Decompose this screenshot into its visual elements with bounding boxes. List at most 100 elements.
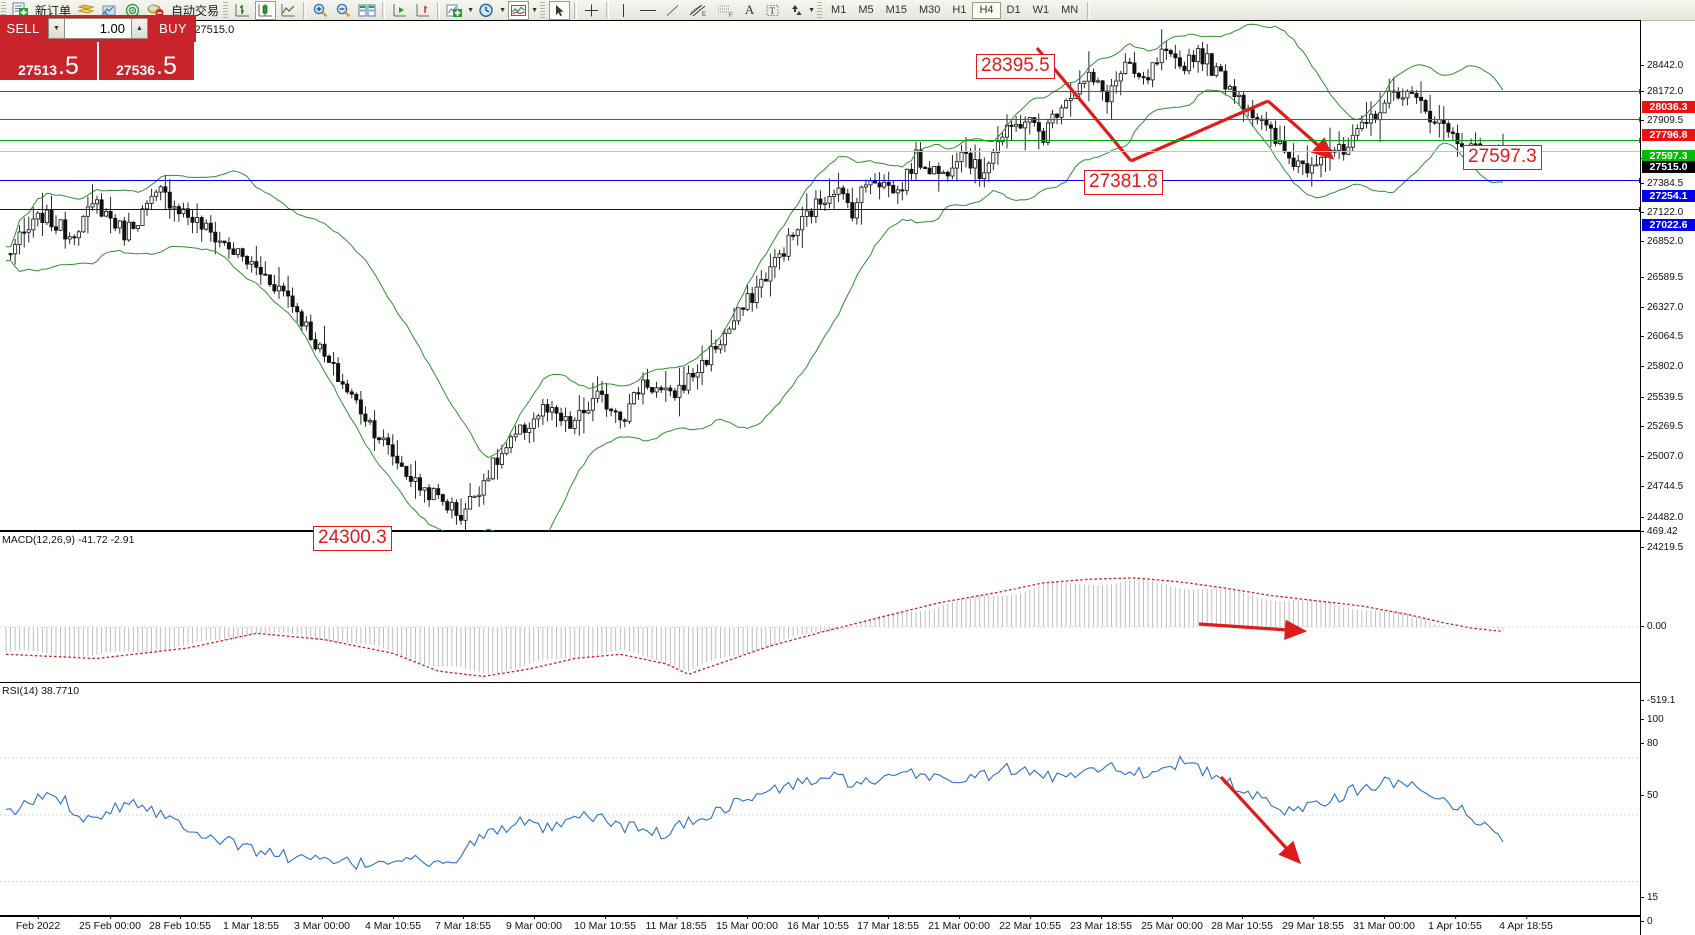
time-grid-mark (1065, 915, 1066, 917)
chart-area[interactable]: JPN225-,H4 27552.5 27562.5 27427.5 27515… (0, 20, 1695, 935)
period-clock-icon[interactable] (476, 1, 497, 20)
time-tick: 29 Mar 18:55 (1282, 916, 1344, 932)
profiles-icon[interactable] (75, 1, 97, 20)
level-line-27022[interactable] (0, 207, 1644, 212)
chart-shift-icon[interactable] (389, 1, 410, 20)
price-tag[interactable]: 27515.0 (1642, 161, 1695, 173)
cursor-icon[interactable] (549, 0, 571, 20)
buy-price-integer: 27536 (116, 62, 156, 78)
time-grid-mark (711, 915, 712, 917)
autotrading-label[interactable]: 自动交易 (171, 3, 220, 18)
line-chart-icon[interactable] (278, 1, 299, 20)
macd-indicator-label: MACD(12,26,9) -41.72 -2.91 (2, 534, 135, 546)
annotation-24300[interactable]: 24300.3 (313, 526, 392, 551)
buy-price-display[interactable]: 27536.5 (97, 42, 194, 80)
time-grid-mark (852, 915, 853, 917)
market-watch-icon[interactable] (99, 1, 120, 20)
time-grid-mark (923, 915, 924, 917)
annotation-27597-label[interactable]: 27597.3 (1463, 145, 1542, 170)
toolbar-grip-4[interactable] (817, 1, 823, 19)
time-grid-mark (2, 915, 3, 917)
sell-button[interactable]: SELL (0, 15, 46, 42)
price-tag[interactable]: 27022.6 (1642, 219, 1695, 231)
templates-icon[interactable] (508, 0, 530, 20)
timeframe-m30[interactable]: M30 (919, 4, 941, 16)
toolbar-separator (303, 1, 307, 19)
candlestick-chart-icon[interactable] (255, 0, 277, 20)
level-line-27597[interactable] (0, 138, 1644, 143)
sell-price-display[interactable]: 27513.5 (0, 42, 97, 80)
price-tick: 28172.0 (1641, 87, 1683, 97)
price-tag[interactable]: 28036.3 (1642, 101, 1695, 113)
macd-tick: 0.00 (1641, 622, 1666, 632)
level-line-27796[interactable] (0, 117, 1644, 122)
buy-button[interactable]: BUY (150, 15, 196, 42)
time-tick: 28 Feb 10:55 (149, 916, 211, 932)
horizontal-line-icon[interactable] (636, 1, 660, 20)
annotation-28395[interactable]: 28395.5 (976, 54, 1055, 79)
toolbar-grip-2[interactable] (223, 1, 229, 19)
rsi-pane-frame (0, 682, 1641, 916)
time-grid-mark (1348, 915, 1349, 917)
level-line-27254[interactable] (0, 178, 1644, 183)
price-tick: 25007.0 (1641, 452, 1683, 462)
timeframe-d1[interactable]: D1 (1006, 4, 1021, 16)
auto-scroll-icon[interactable] (412, 1, 433, 20)
macd-tick: 469.42 (1641, 527, 1678, 537)
sell-price-fraction: .5 (58, 51, 79, 80)
bar-chart-icon[interactable] (232, 1, 253, 20)
new-order-label[interactable]: 新订单 (35, 3, 72, 18)
toolbar-separator-4 (574, 1, 578, 19)
fibonacci-icon[interactable]: F (713, 1, 737, 20)
price-tag[interactable]: 27597.3 (1642, 150, 1695, 162)
rsi-tick: 50 (1641, 791, 1658, 801)
text-icon[interactable]: A (744, 2, 755, 17)
price-scale[interactable]: 28442.028172.027909.527643.027384.527122… (1640, 21, 1695, 935)
volume-decrement-button[interactable]: ▼ (48, 18, 65, 39)
volume-control[interactable]: ▼ 1.00 ▲ (46, 15, 150, 42)
vertical-line-icon[interactable] (613, 1, 634, 20)
one-click-trading-panel[interactable]: SELL ▼ 1.00 ▲ BUY 27513.5 27536.5 (0, 15, 196, 93)
trendline-icon[interactable] (662, 1, 683, 20)
templates-dropdown-caret[interactable]: ▼ (531, 6, 538, 14)
volume-increment-button[interactable]: ▲ (131, 18, 148, 39)
zoom-in-icon[interactable] (310, 1, 331, 20)
main-toolbar[interactable]: 新订单 自动交易 (0, 0, 1695, 21)
indicators-icon[interactable] (444, 1, 465, 20)
timeframe-m1[interactable]: M1 (831, 4, 847, 16)
price-tag[interactable]: 27796.8 (1642, 129, 1695, 141)
timeframe-w1[interactable]: W1 (1032, 4, 1050, 16)
rsi-tick: 15 (1641, 893, 1658, 903)
zoom-out-icon[interactable] (333, 1, 354, 20)
timeframe-m5[interactable]: M5 (858, 4, 874, 16)
arrows-dropdown-caret[interactable]: ▼ (808, 6, 815, 14)
indicators-dropdown-caret[interactable]: ▼ (467, 6, 474, 14)
autotrading-icon[interactable] (145, 1, 167, 20)
timeframe-mn[interactable]: MN (1061, 4, 1079, 16)
time-axis[interactable]: Feb 2022 25 Feb 00:00 28 Feb 10:55 1 Mar 18… (0, 915, 1640, 935)
toolbar-grip-3[interactable] (540, 1, 546, 19)
arrows-icon[interactable] (785, 1, 806, 20)
annotation-27381[interactable]: 27381.8 (1084, 170, 1163, 195)
tile-windows-icon[interactable] (356, 1, 378, 20)
timeframe-h1[interactable]: H1 (952, 4, 967, 16)
price-tick: 24744.5 (1641, 482, 1683, 492)
price-tag[interactable]: 27254.1 (1642, 190, 1695, 202)
equidistant-channel-icon[interactable]: E (685, 1, 711, 20)
toolbar-grip[interactable] (1, 1, 6, 19)
period-dropdown-caret[interactable]: ▼ (499, 6, 506, 14)
time-tick: 9 Mar 00:00 (505, 916, 563, 932)
trend-arrow-annotations (1035, 46, 1335, 163)
rsi-tick: 100 (1641, 715, 1664, 725)
rsi-plot (0, 755, 1640, 882)
level-line-28036[interactable] (0, 89, 1644, 94)
price-tick: 27122.0 (1641, 208, 1683, 218)
time-grid-mark (427, 915, 428, 917)
timeframe-m15[interactable]: M15 (885, 4, 907, 16)
volume-input[interactable]: 1.00 (65, 18, 131, 39)
label-icon[interactable]: T (762, 1, 783, 20)
timeframe-h4[interactable]: H4 (972, 1, 1001, 19)
crosshair-icon[interactable] (581, 1, 602, 20)
time-tick: 1 Apr 10:55 (1428, 916, 1482, 932)
svg-text:E: E (702, 12, 706, 18)
